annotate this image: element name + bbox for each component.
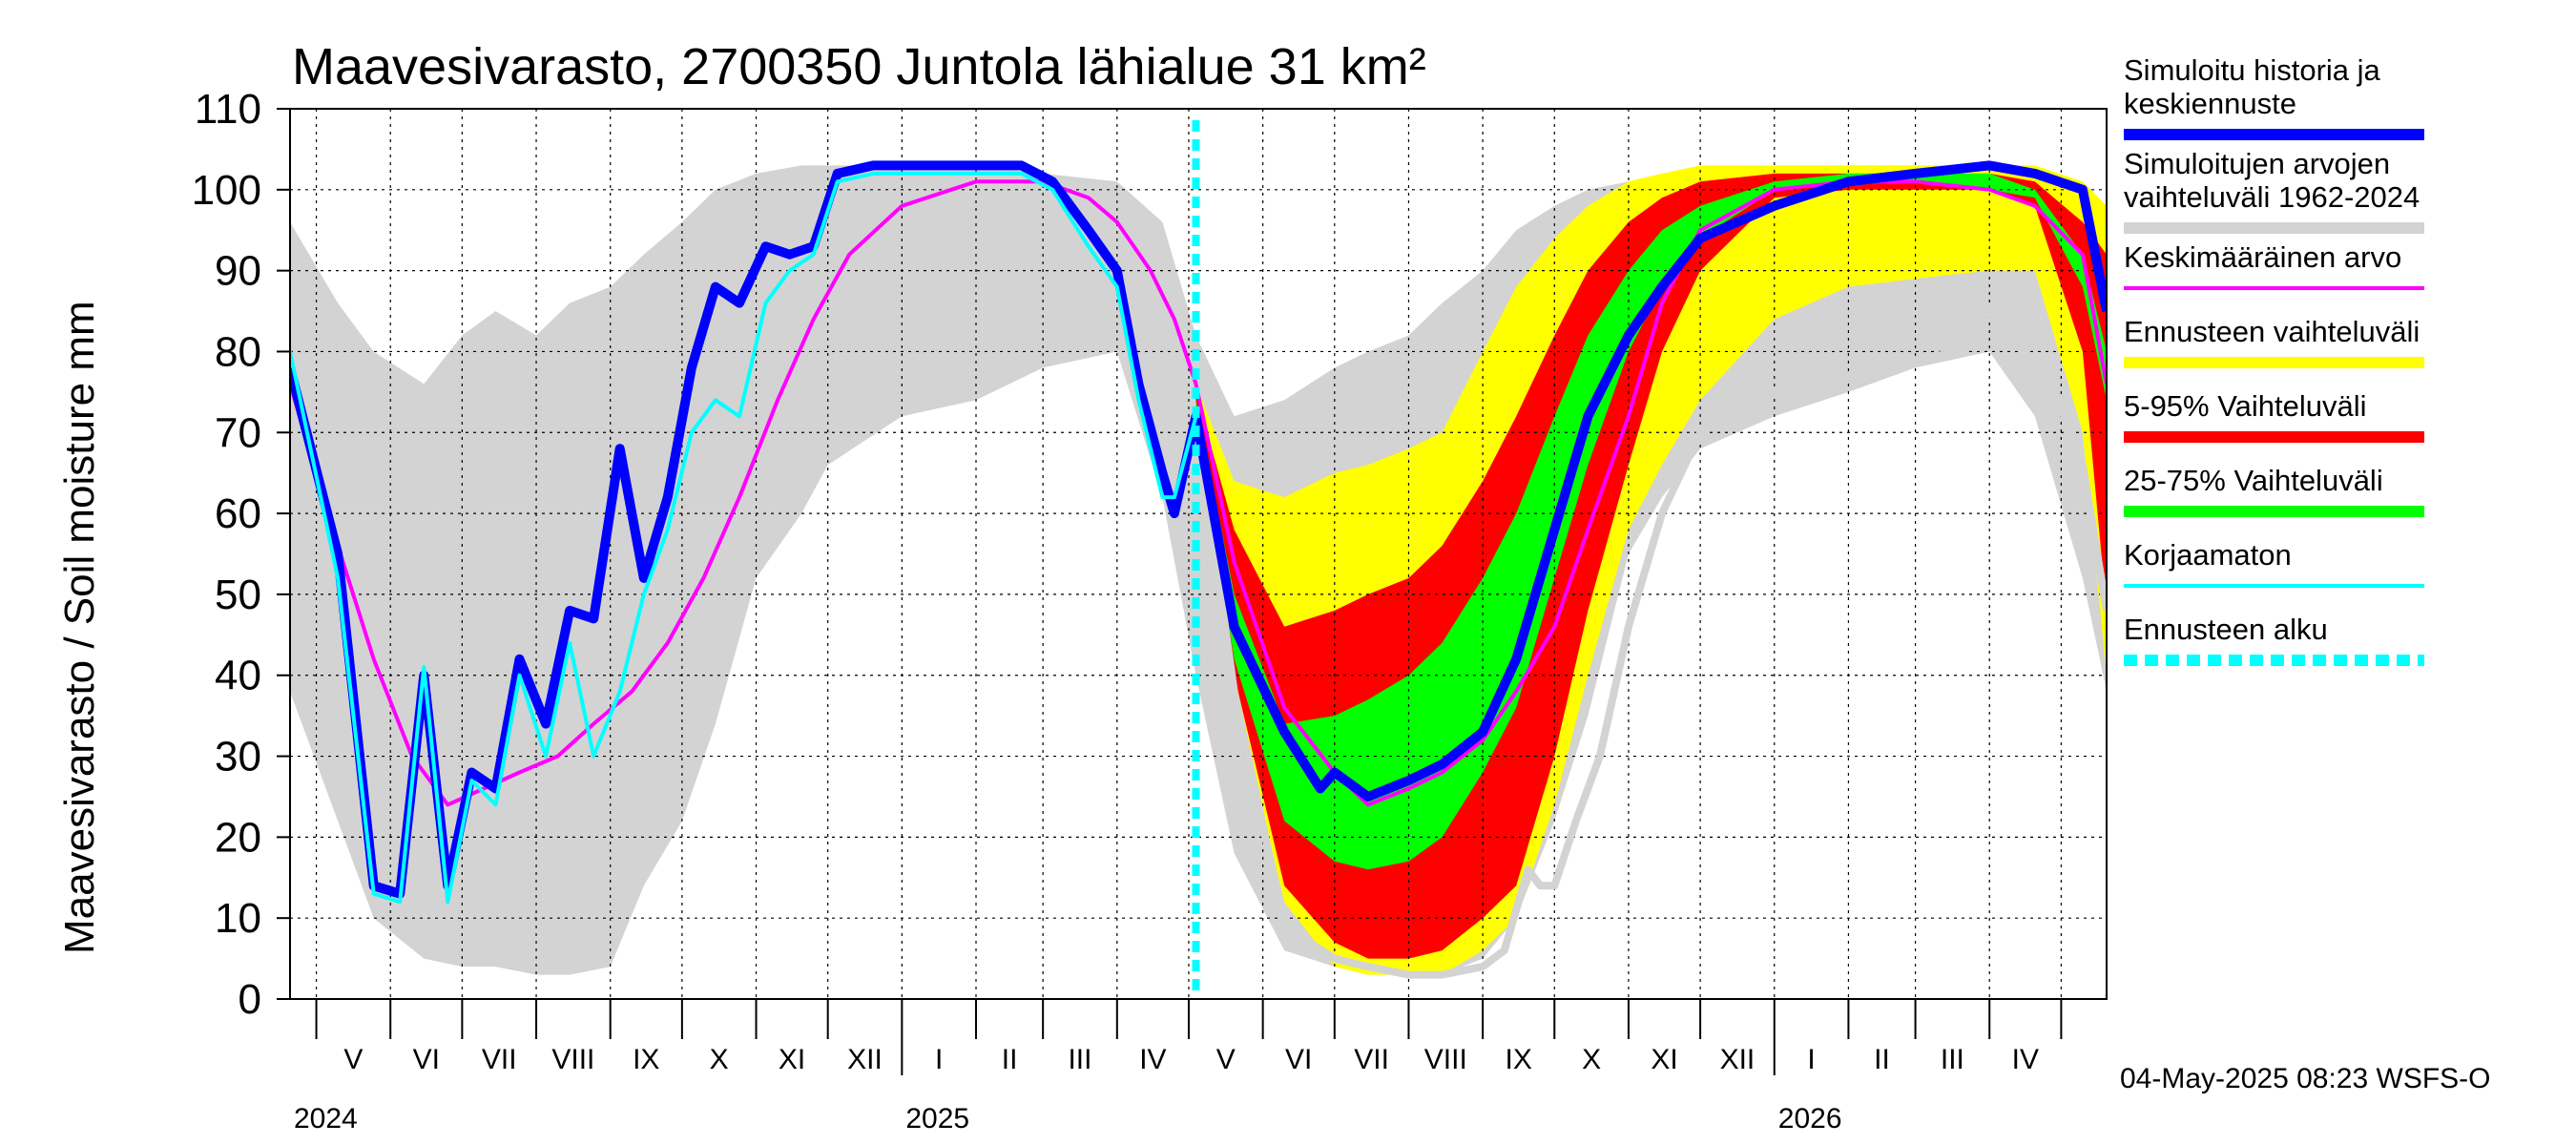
- y-tick-label: 20: [215, 814, 261, 861]
- legend-label: 25-75% Vaihteluväli: [2124, 464, 2383, 497]
- y-tick-label: 50: [215, 572, 261, 618]
- y-tick-label: 90: [215, 248, 261, 295]
- band-25-75: [1195, 173, 2107, 870]
- y-tick-label: 100: [192, 167, 261, 214]
- legend-label: Ennusteen alku: [2124, 613, 2328, 646]
- grid-layer: [290, 109, 2107, 999]
- x-month-label: VI: [1285, 1044, 1312, 1075]
- x-month-label: I: [1807, 1044, 1815, 1075]
- line-uncorrected: [290, 171, 1198, 905]
- line-simulated-gray: [1192, 307, 2107, 979]
- y-axis: 0 10 20 30 40 50 60 70 80 90 100 110: [192, 86, 290, 1023]
- x-month-label: VIII: [1424, 1044, 1467, 1075]
- legend-label: keskiennuste: [2124, 87, 2296, 120]
- y-tick-label: 40: [215, 653, 261, 699]
- x-month-label: II: [1002, 1044, 1018, 1075]
- x-month-label: IX: [633, 1044, 659, 1075]
- plot-area: [289, 108, 2108, 1000]
- x-month-label: V: [343, 1044, 363, 1075]
- x-month-label: XI: [1651, 1044, 1677, 1075]
- legend-label: Korjaamaton: [2124, 538, 2292, 572]
- x-year-label: 2025: [905, 1103, 969, 1135]
- x-month-label: VI: [413, 1044, 440, 1075]
- legend-label: vaihteluväli 1962-2024: [2124, 180, 2420, 214]
- x-month-label: IX: [1506, 1044, 1532, 1075]
- y-tick-label: 0: [239, 976, 261, 1023]
- y-tick-label: 30: [215, 734, 261, 781]
- x-month-label: IV: [1139, 1044, 1166, 1075]
- x-month-label: VIII: [551, 1044, 594, 1075]
- x-month-label: XI: [779, 1044, 805, 1075]
- line-history: [290, 160, 2107, 899]
- chart-title: Maavesivarasto, 2700350 Juntola lähialue…: [292, 38, 1426, 95]
- x-month-label: XII: [1720, 1044, 1755, 1075]
- lines-layer: [290, 120, 2107, 999]
- y-tick-label: 110: [195, 86, 261, 133]
- x-year-label: 2024: [294, 1103, 358, 1135]
- legend-label: Ennusteen vaihteluväli: [2124, 315, 2420, 348]
- y-tick-label: 70: [215, 409, 261, 456]
- footer-timestamp: 04-May-2025 08:23 WSFS-O: [2120, 1063, 2491, 1094]
- x-month-label: VII: [1354, 1044, 1389, 1075]
- x-month-label: I: [935, 1044, 943, 1075]
- x-month-label: IV: [2012, 1044, 2039, 1075]
- x-month-label: X: [1582, 1044, 1601, 1075]
- legend-label: Keskimääräinen arvo: [2124, 240, 2401, 274]
- x-month-label: V: [1216, 1044, 1236, 1075]
- legend-label: Simuloitu historia ja: [2124, 53, 2381, 87]
- legend-label: 5-95% Vaihteluväli: [2124, 389, 2366, 423]
- legend-label: Simuloitujen arvojen: [2124, 147, 2390, 180]
- x-month-label: II: [1874, 1044, 1890, 1075]
- x-month-label: III: [1941, 1044, 1964, 1075]
- y-axis-label: Maavesivarasto / Soil moisture mm: [56, 301, 103, 954]
- x-year-label: 2026: [1778, 1103, 1842, 1135]
- y-tick-label: 80: [215, 328, 261, 375]
- y-tick-label: 10: [215, 895, 261, 942]
- x-month-label: X: [710, 1044, 729, 1075]
- y-tick-label: 60: [215, 490, 261, 537]
- x-axis: V VI VII VIII IX X XI XII I II III IV V VI VII VIII IX X X…: [290, 998, 2107, 1135]
- x-month-label: VII: [482, 1044, 517, 1075]
- x-month-label: XII: [847, 1044, 883, 1075]
- x-month-label: III: [1068, 1044, 1091, 1075]
